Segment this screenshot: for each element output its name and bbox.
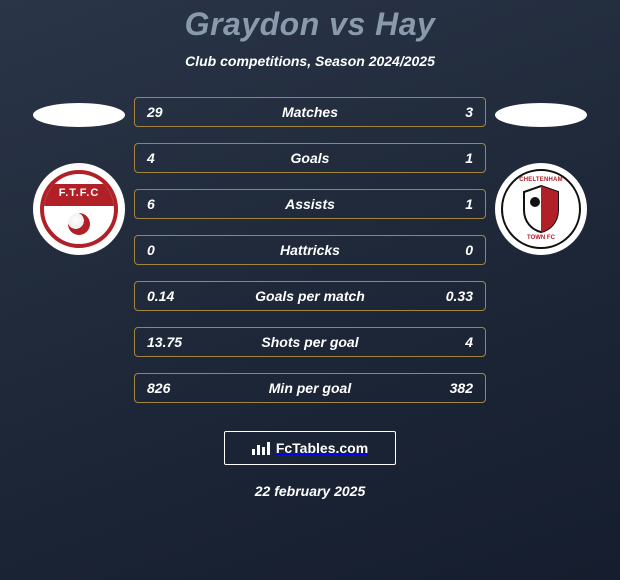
stat-right-value: 1 [423,196,473,212]
right-badge-column: CHELTENHAM TOWN FC [486,97,596,255]
date-label: 22 february 2025 [0,483,620,499]
stat-left-value: 826 [147,380,197,396]
header: Graydon vs Hay Club competitions, Season… [0,0,620,69]
stat-label: Matches [197,104,423,120]
stat-label: Assists [197,196,423,212]
left-badge-ball-icon [68,213,90,235]
stat-row-hattricks: 0 Hattricks 0 [134,235,486,265]
stat-left-value: 29 [147,104,197,120]
right-badge-top-text: CHELTENHAM [503,177,579,183]
stat-row-assists: 6 Assists 1 [134,189,486,219]
right-club-badge: CHELTENHAM TOWN FC [495,163,587,255]
right-badge-bottom-text: TOWN FC [503,235,579,241]
stat-row-matches: 29 Matches 3 [134,97,486,127]
right-badge-shield-icon [520,184,562,234]
page-title: Graydon vs Hay [0,6,620,43]
fctables-label: FcTables.com [276,440,368,456]
stat-right-value: 1 [423,150,473,166]
stat-right-value: 0.33 [423,288,473,304]
stat-label: Min per goal [197,380,423,396]
player-placeholder-ellipse-left [33,103,125,127]
left-badge-text: F.T.F.C [44,187,114,199]
stat-row-shots-per-goal: 13.75 Shots per goal 4 [134,327,486,357]
stat-row-goals: 4 Goals 1 [134,143,486,173]
left-club-badge-inner: F.T.F.C [40,170,118,248]
stat-left-value: 6 [147,196,197,212]
stat-right-value: 4 [423,334,473,350]
stat-label: Shots per goal [197,334,423,350]
stat-left-value: 4 [147,150,197,166]
fctables-link[interactable]: FcTables.com [224,431,396,465]
stat-left-value: 0 [147,242,197,258]
stat-row-goals-per-match: 0.14 Goals per match 0.33 [134,281,486,311]
stat-right-value: 0 [423,242,473,258]
right-club-badge-inner: CHELTENHAM TOWN FC [501,169,581,249]
stat-left-value: 13.75 [147,334,197,350]
stats-list: 29 Matches 3 4 Goals 1 6 Assists 1 0 Hat… [134,97,486,403]
stat-right-value: 382 [423,380,473,396]
page-subtitle: Club competitions, Season 2024/2025 [0,53,620,69]
stat-label: Hattricks [197,242,423,258]
player-placeholder-ellipse-right [495,103,587,127]
stat-row-min-per-goal: 826 Min per goal 382 [134,373,486,403]
content-row: F.T.F.C 29 Matches 3 4 Goals 1 6 Assists… [0,97,620,403]
left-badge-column: F.T.F.C [24,97,134,255]
stat-left-value: 0.14 [147,288,197,304]
stat-label: Goals per match [197,288,423,304]
stat-label: Goals [197,150,423,166]
left-club-badge: F.T.F.C [33,163,125,255]
bar-chart-icon [252,441,270,455]
stat-right-value: 3 [423,104,473,120]
